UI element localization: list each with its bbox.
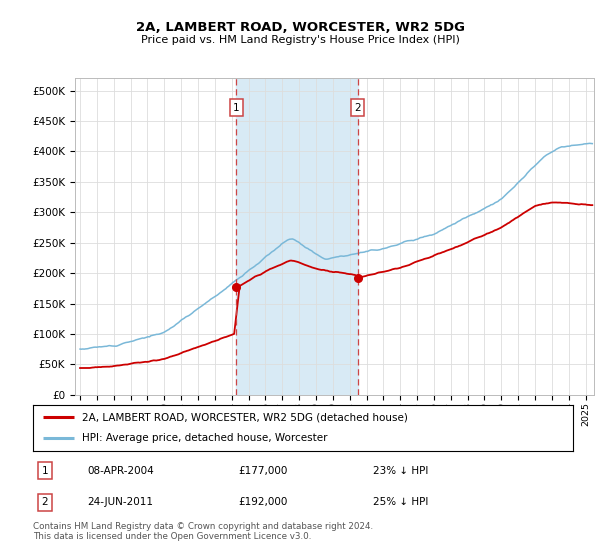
Bar (236, 78, 358, 395)
Text: 2: 2 (354, 102, 361, 113)
Text: 24-JUN-2011: 24-JUN-2011 (87, 497, 153, 507)
Text: HPI: Average price, detached house, Worcester: HPI: Average price, detached house, Worc… (82, 433, 327, 444)
Text: £192,000: £192,000 (238, 497, 287, 507)
Text: Price paid vs. HM Land Registry's House Price Index (HPI): Price paid vs. HM Land Registry's House … (140, 35, 460, 45)
Text: 2A, LAMBERT ROAD, WORCESTER, WR2 5DG: 2A, LAMBERT ROAD, WORCESTER, WR2 5DG (136, 21, 464, 34)
Text: Contains HM Land Registry data © Crown copyright and database right 2024.
This d: Contains HM Land Registry data © Crown c… (33, 522, 373, 542)
Text: 2: 2 (41, 497, 48, 507)
Text: 1: 1 (233, 102, 239, 113)
Text: 25% ↓ HPI: 25% ↓ HPI (373, 497, 428, 507)
Text: 23% ↓ HPI: 23% ↓ HPI (373, 465, 428, 475)
Text: 2A, LAMBERT ROAD, WORCESTER, WR2 5DG (detached house): 2A, LAMBERT ROAD, WORCESTER, WR2 5DG (de… (82, 412, 407, 422)
Text: 1: 1 (41, 465, 48, 475)
Text: 08-APR-2004: 08-APR-2004 (87, 465, 154, 475)
Text: £177,000: £177,000 (238, 465, 287, 475)
